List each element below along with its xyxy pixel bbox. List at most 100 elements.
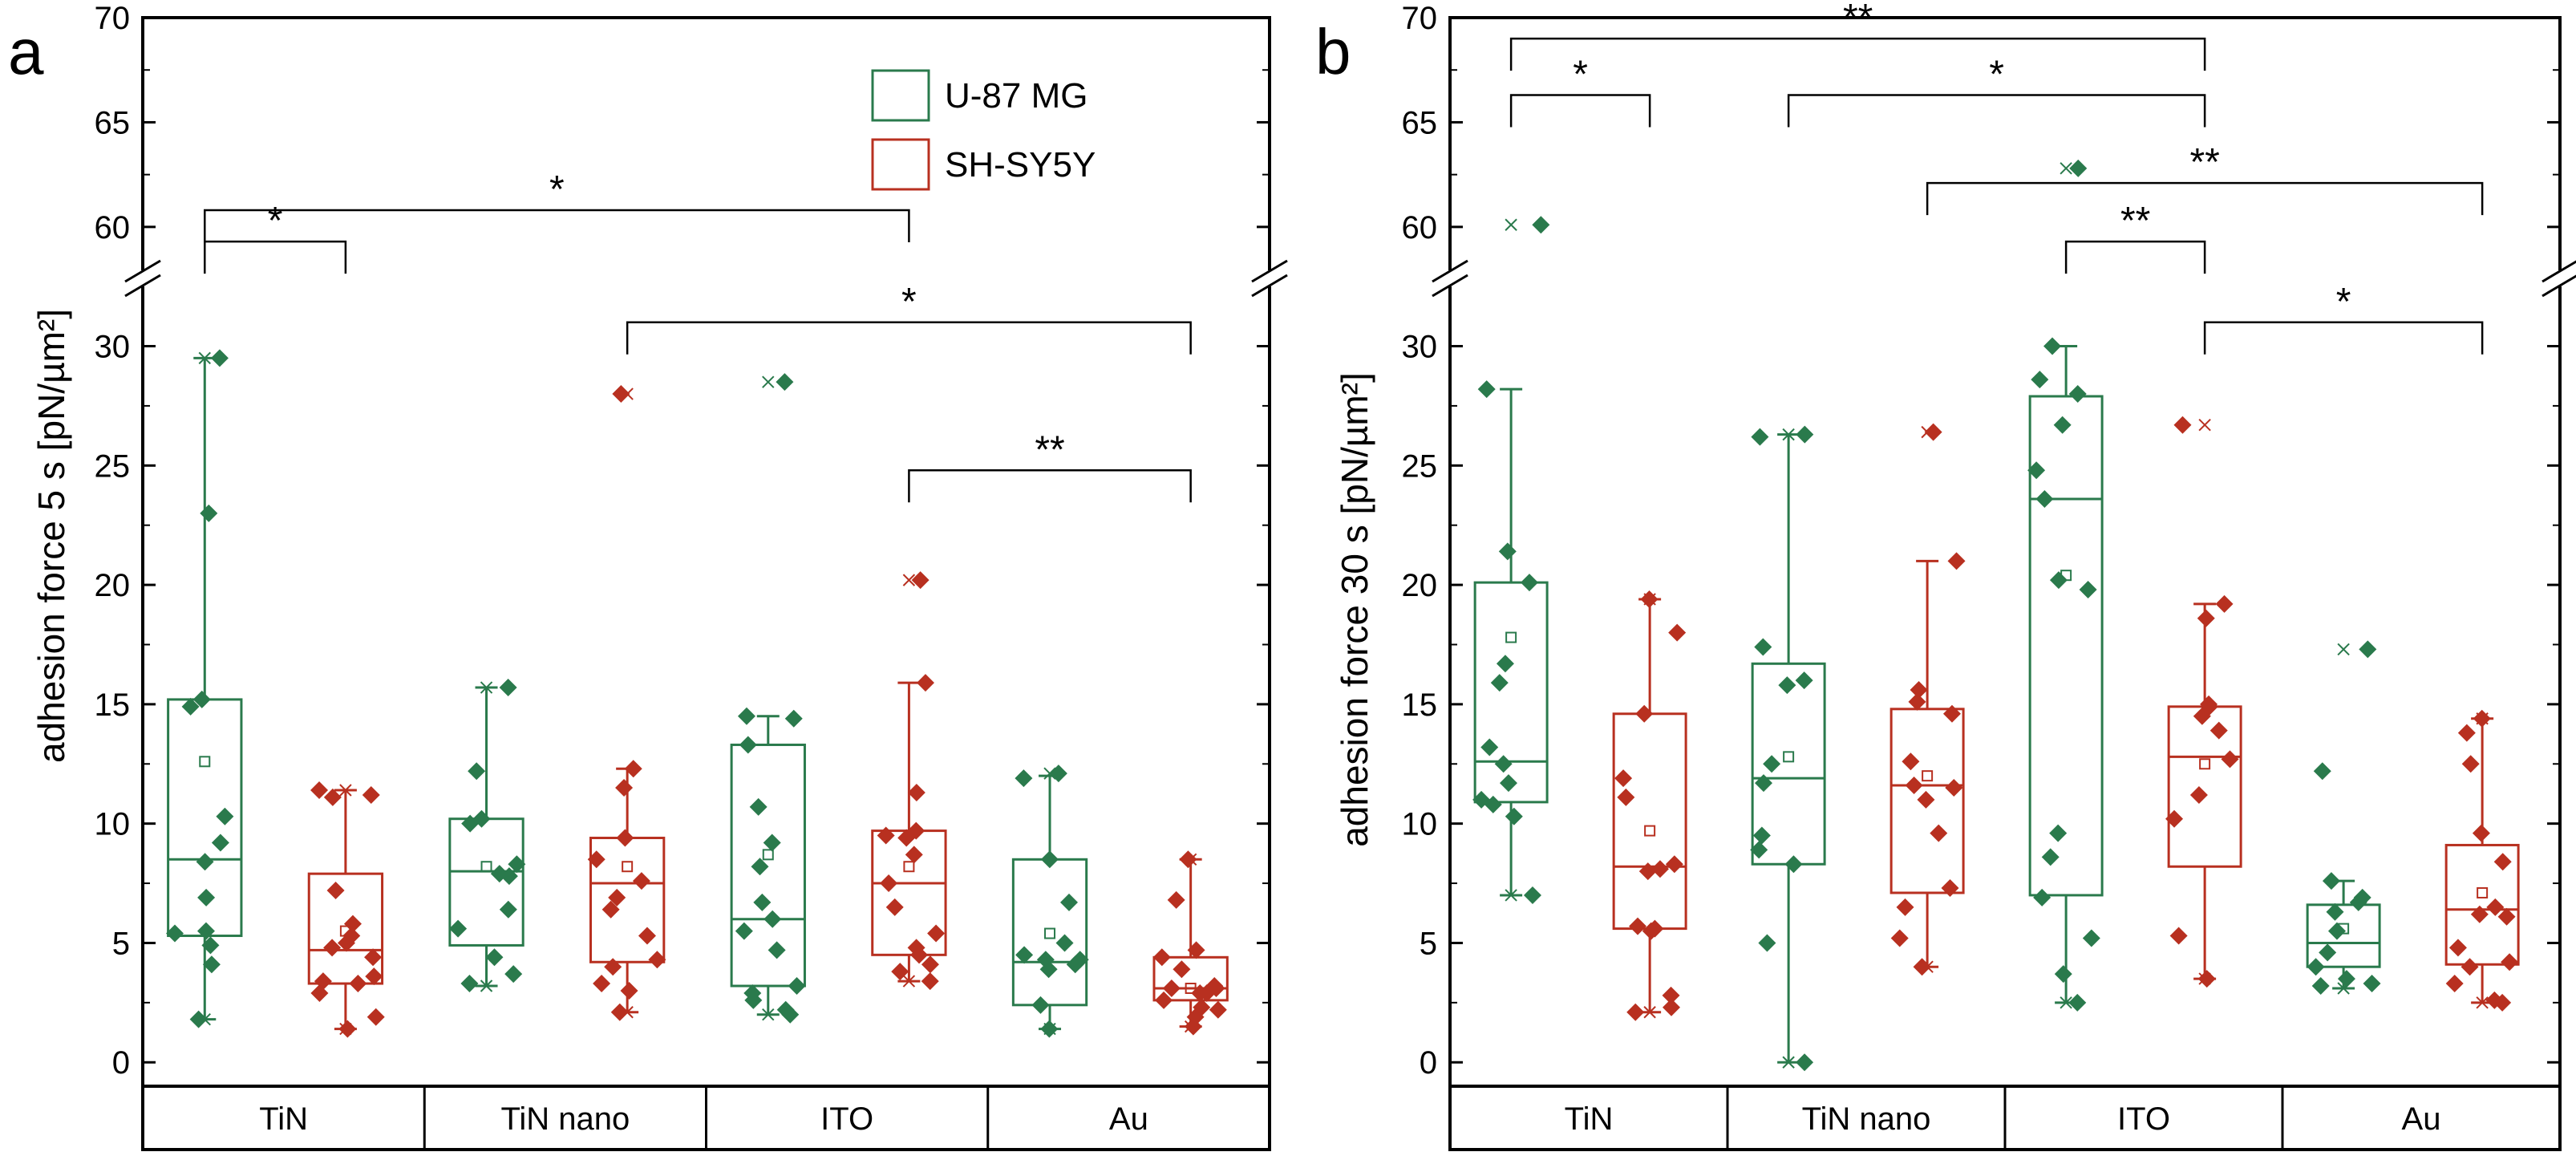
data-point [192, 690, 211, 708]
max-marker [1505, 218, 1517, 231]
data-point [927, 924, 946, 943]
box-iqr [1473, 581, 1549, 804]
data-point [891, 963, 909, 981]
data-point [1754, 774, 1772, 793]
data-point [2079, 581, 2097, 599]
data-point [1617, 788, 1635, 806]
data-point [202, 955, 221, 974]
axis-break-mark [124, 274, 161, 298]
data-point [1184, 1017, 1202, 1036]
box-iqr [2306, 903, 2381, 968]
box-u-87-mg-au [2306, 640, 2381, 996]
box-sh-sy5y-ito [871, 571, 947, 991]
data-point [2311, 977, 2330, 996]
data-point [1015, 769, 1033, 788]
data-point [788, 977, 806, 996]
data-point [197, 888, 216, 907]
box-mean-marker [1922, 770, 1934, 782]
data-point [500, 867, 518, 886]
data-point [2359, 640, 2377, 659]
data-point [468, 762, 486, 781]
data-point [601, 900, 620, 919]
data-point [2501, 953, 2519, 971]
data-point [921, 955, 939, 974]
data-point [2169, 927, 2188, 945]
box-sh-sy5y-au [1152, 850, 1229, 1036]
data-point [1778, 676, 1796, 695]
data-point [1942, 704, 1961, 723]
data-point [763, 833, 781, 852]
max-marker [480, 681, 493, 694]
data-point [1665, 855, 1683, 874]
data-point [632, 872, 650, 890]
data-point [2461, 958, 2479, 976]
data-point [201, 936, 220, 955]
data-point [1209, 1000, 1227, 1019]
data-point [2082, 929, 2100, 947]
panel-letter: b [1315, 16, 1351, 87]
significance-label: ** [2189, 141, 2219, 184]
data-point [880, 874, 898, 893]
data-point [768, 941, 786, 959]
box-mean-marker [1644, 825, 1656, 837]
box-sh-sy5y-ito [2165, 416, 2242, 988]
data-point [2349, 893, 2367, 911]
data-point [2165, 809, 2184, 828]
data-point [1917, 790, 1935, 809]
data-point [2215, 594, 2234, 613]
data-point [1614, 769, 1633, 788]
data-point [1763, 755, 1781, 773]
category-label: ITO [2117, 1101, 2170, 1137]
data-point [2319, 943, 2337, 962]
data-point [1908, 692, 1926, 711]
data-point [216, 807, 234, 825]
data-point [367, 1008, 385, 1026]
data-point [504, 965, 523, 984]
data-point [612, 385, 630, 404]
data-point [610, 1003, 629, 1021]
significance-line [1926, 181, 2484, 216]
data-point [2486, 898, 2505, 916]
y-tick-label: 5 [112, 926, 130, 961]
data-point [1015, 946, 1034, 964]
significance-bracket: ** [908, 428, 1192, 503]
data-point [1941, 879, 1959, 898]
data-point [1040, 850, 1059, 869]
data-point [921, 972, 939, 991]
significance-line [204, 240, 347, 274]
data-point [1498, 542, 1517, 561]
y-tick-label: 60 [1402, 210, 1438, 245]
data-point [1152, 948, 1171, 967]
panel-a: 0 5 10 15 20 25 30 60 65 70 adhesion force 5 s [pN… [8, 1, 1288, 1151]
max-marker [2337, 643, 2350, 656]
category-label: Au [1109, 1101, 1148, 1137]
data-point [1505, 807, 1523, 825]
category-label: TiN [1565, 1101, 1614, 1137]
data-point [362, 785, 380, 804]
data-point [1532, 216, 1550, 234]
data-point [587, 850, 606, 869]
data-point [624, 760, 642, 778]
max-marker [762, 375, 775, 388]
min-marker [480, 980, 493, 992]
data-point [2197, 970, 2216, 988]
box-u-87-mg-ito [2027, 159, 2104, 1012]
y-tick-label: 30 [95, 330, 131, 365]
data-point [2197, 609, 2215, 627]
box-sh-sy5y-tin-nano [587, 385, 666, 1021]
significance-label: * [2336, 281, 2351, 323]
data-point [337, 934, 355, 952]
box-mean-marker [762, 849, 774, 861]
data-point [1197, 984, 1216, 1002]
significance-bracket: * [2203, 281, 2484, 355]
box-sh-sy5y-tin-nano [1889, 423, 1966, 976]
significance-bracket: ** [1509, 0, 2206, 71]
data-point [1494, 755, 1513, 773]
box-mean-marker [199, 756, 211, 768]
data-point [499, 679, 517, 697]
significance-line [1787, 94, 2206, 128]
data-point [2322, 872, 2340, 890]
data-point [897, 829, 916, 847]
data-point [323, 939, 342, 957]
